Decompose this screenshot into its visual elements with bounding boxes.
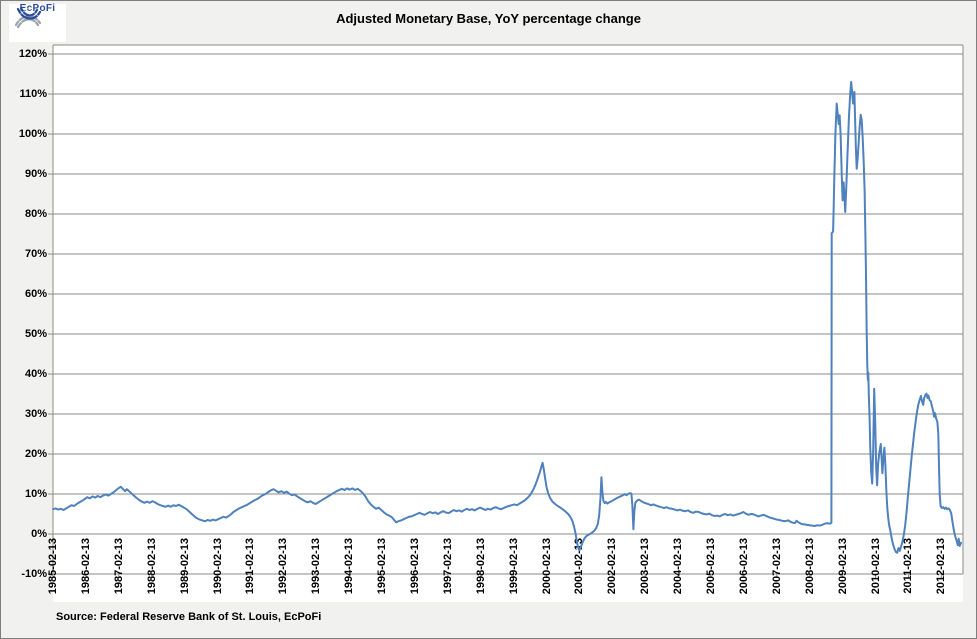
- x-axis-tick-label: 1987-02-13: [112, 538, 125, 595]
- y-axis-tick-label: 50%: [24, 328, 47, 340]
- x-axis-tick-label: 2005-02-13: [705, 538, 717, 595]
- x-axis-tick-label: 2007-02-13: [770, 538, 783, 595]
- source-note: Source: Federal Reserve Bank of St. Loui…: [56, 611, 322, 623]
- x-axis-tick-label: 2003-02-13: [639, 538, 652, 595]
- x-axis-tick-label: 1991-02-13: [244, 538, 257, 595]
- x-axis-tick-label: 1999-02-13: [507, 538, 520, 595]
- x-axis-tick-label: 1988-02-13: [145, 538, 158, 595]
- y-axis-tick-label: 20%: [24, 448, 47, 460]
- y-axis-tick-label: 30%: [24, 408, 47, 420]
- x-axis-tick-label: 1985-02-13: [47, 538, 59, 595]
- x-axis-tick-label: 2002-02-13: [606, 538, 619, 595]
- x-axis-tick-label: 2006-02-13: [737, 538, 750, 595]
- y-axis-tick-label: 40%: [24, 368, 47, 380]
- x-axis-tick-label: 1996-02-13: [408, 538, 421, 595]
- y-axis-tick-label: 90%: [24, 168, 47, 180]
- x-axis-tick-label: 1994-02-13: [343, 538, 356, 595]
- chart-title: Adjusted Monetary Base, YoY percentage c…: [336, 11, 641, 26]
- y-axis-tick-label: 80%: [24, 208, 47, 220]
- x-axis-tick-label: 1998-02-13: [474, 538, 487, 595]
- x-axis-tick-label: 2012-02-13: [935, 538, 948, 595]
- y-axis-tick-label: 100%: [18, 128, 47, 140]
- x-axis-tick-label: 2001-02-13: [573, 538, 586, 595]
- x-axis-tick-label: 2004-02-13: [672, 538, 685, 595]
- x-axis-tick-label: 1989-02-13: [178, 538, 191, 595]
- x-axis-tick-label: 1993-02-13: [310, 538, 323, 595]
- x-axis-tick-label: 1986-02-13: [79, 538, 92, 595]
- y-axis-tick-label: 110%: [19, 88, 47, 100]
- x-axis-tick-label: 2009-02-13: [836, 538, 849, 595]
- y-axis-tick-label: 10%: [24, 488, 47, 500]
- y-axis-tick-label: -10%: [21, 568, 47, 580]
- x-axis-tick-label: 1990-02-13: [211, 538, 224, 595]
- x-axis-tick-label: 1992-02-13: [277, 538, 290, 595]
- y-axis-tick-label: 70%: [24, 248, 47, 260]
- y-axis-tick-label: 0%: [31, 528, 47, 540]
- y-axis-tick-label: 120%: [18, 48, 47, 60]
- x-axis-tick-label: 2008-02-13: [803, 538, 816, 595]
- plot-area-background: [53, 45, 963, 602]
- x-axis-tick-label: 1995-02-13: [376, 538, 388, 595]
- x-axis-tick-label: 1997-02-13: [441, 538, 454, 595]
- x-axis-tick-label: 2000-02-13: [540, 538, 553, 595]
- x-axis-tick-label: 2010-02-13: [869, 538, 882, 595]
- x-axis-tick-label: 2011-02-13: [902, 538, 915, 594]
- y-axis-tick-label: 60%: [24, 288, 47, 300]
